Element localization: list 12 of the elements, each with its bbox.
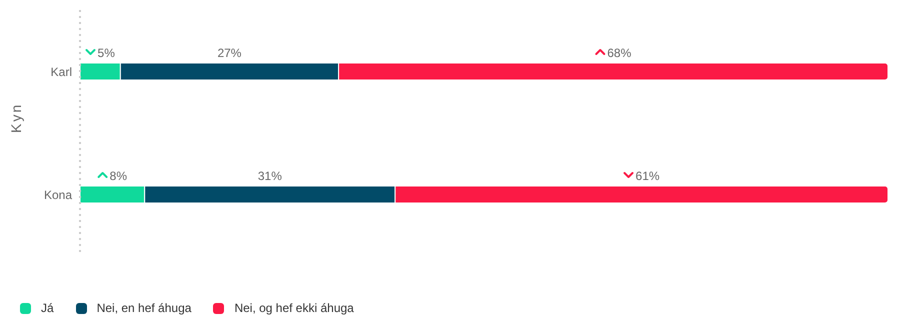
data-label: 8% bbox=[110, 169, 128, 183]
y-tick-label: Kona bbox=[44, 188, 72, 202]
data-label: 27% bbox=[217, 46, 242, 60]
data-label: 61% bbox=[636, 169, 660, 183]
legend-label: Já bbox=[41, 301, 54, 315]
y-tick-label: Karl bbox=[50, 64, 72, 79]
y-axis-title: Kyn bbox=[8, 102, 24, 133]
data-label: 5% bbox=[98, 46, 116, 60]
legend-label: Nei, og hef ekki áhuga bbox=[234, 301, 354, 315]
data-label: 68% bbox=[607, 46, 632, 60]
legend-label: Nei, en hef áhuga bbox=[96, 301, 192, 315]
data-label: 31% bbox=[258, 169, 282, 183]
